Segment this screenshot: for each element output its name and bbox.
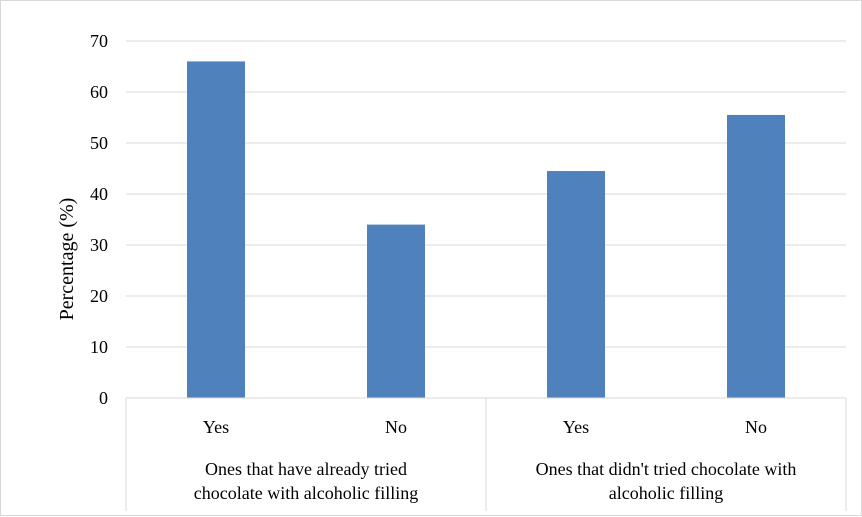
y-tick-label: 60 <box>90 82 108 102</box>
y-tick-label: 70 <box>90 31 108 51</box>
group-label: Ones that didn't tried chocolate with <box>536 459 797 479</box>
bar <box>187 61 245 399</box>
group-label: chocolate with alcoholic filling <box>194 483 418 503</box>
y-tick-label: 30 <box>90 235 108 255</box>
bar <box>727 114 785 398</box>
group-label: Ones that have already tried <box>205 459 407 479</box>
labels: 0 10 20 30 40 50 60 70 Yes No Yes No Ones that have … <box>90 31 796 503</box>
y-tick-label: 0 <box>99 388 108 408</box>
bars <box>187 61 785 399</box>
x-category-label: No <box>745 417 767 437</box>
y-tick-label: 10 <box>90 337 108 357</box>
y-tick-label: 20 <box>90 286 108 306</box>
y-tick-label: 50 <box>90 133 108 153</box>
x-category-label: Yes <box>563 417 589 437</box>
axes <box>125 397 847 511</box>
y-tick-label: 40 <box>90 184 108 204</box>
x-category-label: Yes <box>203 417 229 437</box>
bar <box>367 224 425 398</box>
y-axis-title: Percentage (%) <box>56 198 78 321</box>
group-label: alcoholic filling <box>609 483 723 503</box>
bar <box>547 171 605 398</box>
gridlines <box>126 40 846 348</box>
x-category-label: No <box>385 417 407 437</box>
